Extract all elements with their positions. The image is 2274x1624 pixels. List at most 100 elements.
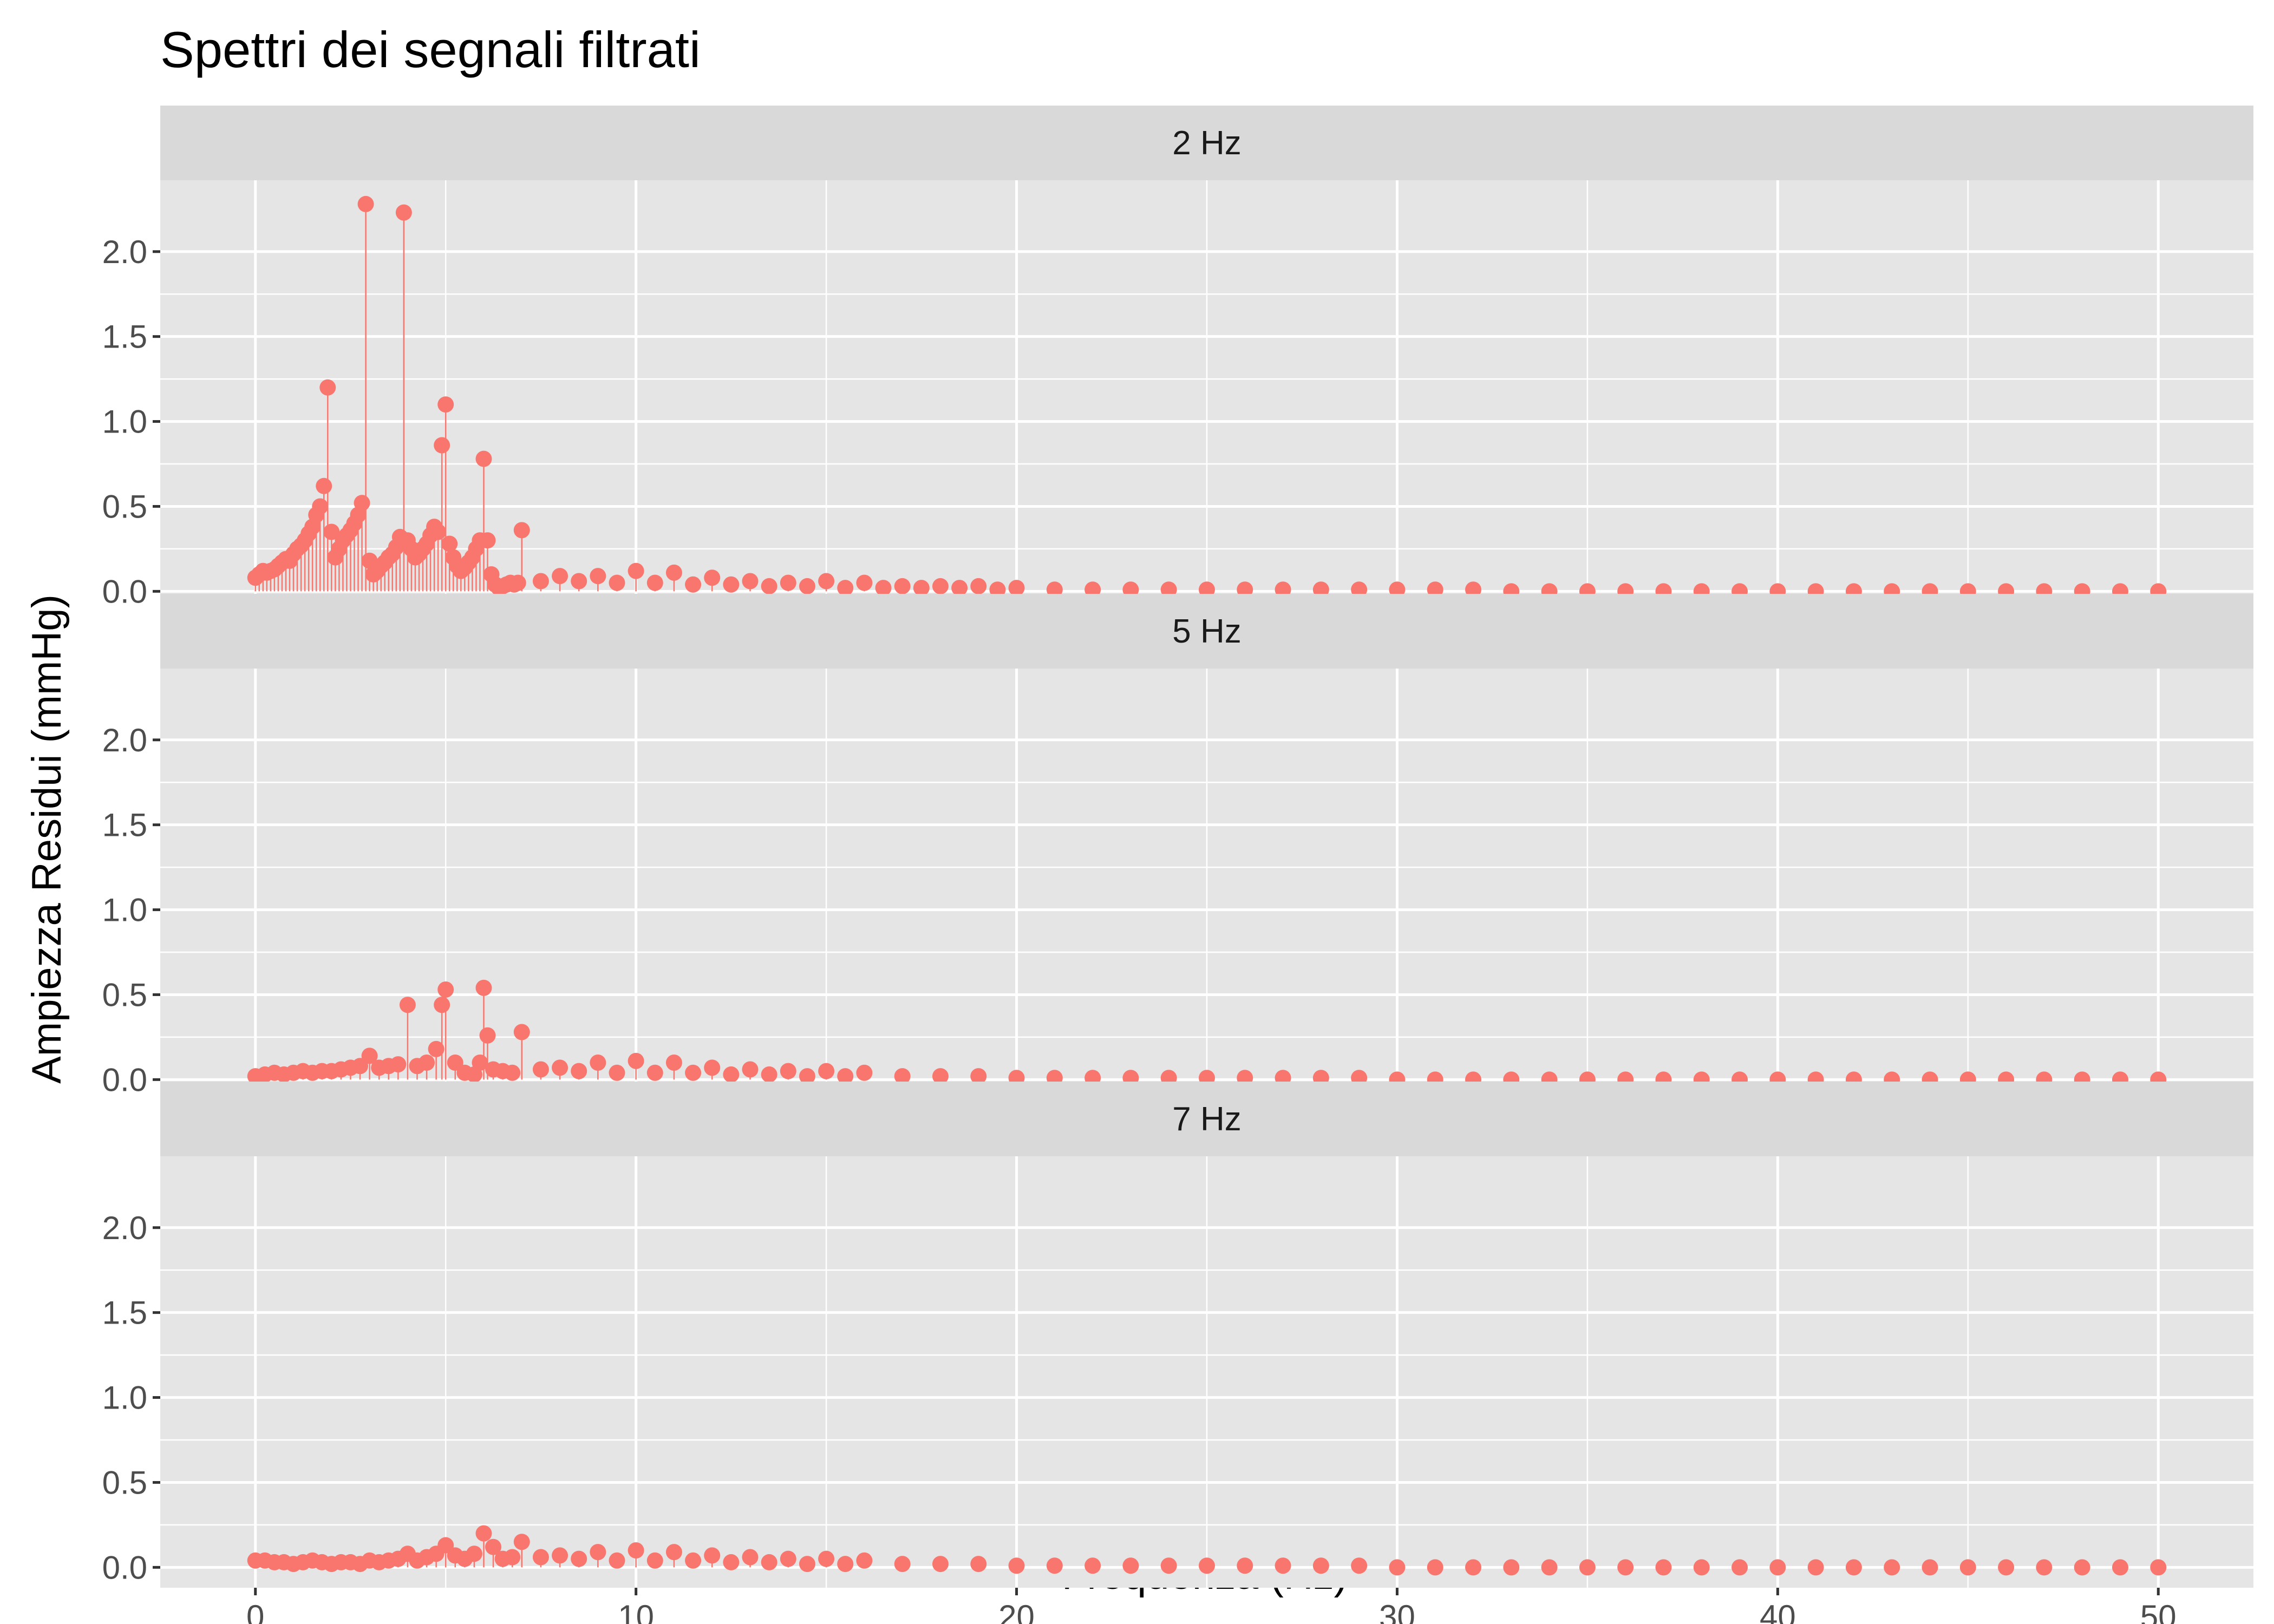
y-tick-label: 0.0 — [102, 1062, 147, 1098]
data-point — [437, 1537, 454, 1554]
chart-title: Spettri dei segnali filtrati — [160, 21, 701, 78]
data-point — [609, 1552, 625, 1569]
data-point — [932, 1556, 949, 1573]
data-point — [590, 568, 606, 585]
data-point — [799, 1556, 815, 1573]
data-point — [1693, 1559, 1710, 1576]
data-point — [1389, 581, 1406, 598]
data-point — [1008, 580, 1025, 597]
facet-strip — [160, 106, 2253, 180]
data-point — [361, 1047, 378, 1064]
data-point — [818, 1063, 835, 1079]
data-point — [395, 204, 412, 221]
data-point — [646, 1064, 663, 1081]
facet-strip-label: 5 Hz — [1172, 613, 1241, 650]
y-tick-label: 2.0 — [102, 722, 147, 758]
data-point — [761, 578, 777, 594]
data-point — [1312, 1557, 1329, 1574]
data-point — [447, 1054, 463, 1071]
data-point — [932, 578, 949, 594]
data-point — [1237, 1557, 1253, 1574]
data-point — [419, 1054, 435, 1071]
data-point — [590, 1054, 606, 1071]
data-point — [2074, 1559, 2090, 1576]
data-point — [319, 379, 336, 396]
x-tick-label: 30 — [1379, 1599, 1415, 1624]
data-point — [552, 1547, 568, 1564]
facet-panel: 7 Hz 0.0 0.5 1.0 1.5 2.0 0 10 20 30 40 50 — [102, 1082, 2253, 1624]
data-point — [1845, 1559, 1862, 1576]
data-point — [434, 437, 450, 454]
y-tick-label: 0.0 — [102, 573, 147, 610]
data-point — [1465, 1559, 1482, 1576]
x-tick-label: 40 — [1760, 1599, 1796, 1624]
data-point — [352, 1058, 369, 1075]
data-point — [685, 1064, 702, 1081]
data-point — [504, 1549, 521, 1566]
data-point — [1922, 1559, 1938, 1576]
y-tick-label: 0.5 — [102, 488, 147, 525]
data-point — [1008, 1557, 1025, 1574]
data-point — [1351, 581, 1368, 598]
data-point — [1465, 581, 1482, 598]
data-point — [357, 195, 374, 212]
data-point — [1199, 581, 1215, 598]
data-point — [354, 495, 370, 512]
data-point — [504, 1064, 521, 1081]
y-tick-label: 1.5 — [102, 807, 147, 843]
data-point — [1959, 1559, 1976, 1576]
data-point — [704, 569, 721, 586]
y-tick-label: 1.0 — [102, 1380, 147, 1416]
data-point — [1541, 1559, 1558, 1576]
y-tick-label: 1.0 — [102, 892, 147, 928]
data-point — [665, 1544, 682, 1561]
y-tick-label: 1.5 — [102, 319, 147, 355]
data-point — [875, 580, 892, 597]
data-point — [932, 1068, 949, 1085]
data-point — [1122, 1557, 1139, 1574]
data-point — [316, 477, 332, 494]
data-point — [1160, 1557, 1177, 1574]
data-point — [780, 1550, 796, 1567]
data-point — [685, 576, 702, 593]
data-point — [532, 1549, 549, 1566]
data-point — [1807, 1559, 1824, 1576]
data-point — [475, 1525, 492, 1542]
facet-strip-label: 7 Hz — [1172, 1101, 1241, 1138]
data-point — [970, 1556, 987, 1573]
data-point — [837, 1068, 854, 1085]
data-point — [437, 396, 454, 413]
data-point — [428, 1040, 445, 1057]
data-point — [472, 1054, 488, 1071]
x-tick-label: 10 — [618, 1599, 654, 1624]
data-point — [799, 578, 815, 594]
data-point — [723, 576, 740, 593]
data-point — [441, 535, 458, 552]
data-point — [590, 1544, 606, 1561]
data-point — [509, 574, 526, 591]
data-point — [513, 522, 530, 539]
y-tick-label: 2.0 — [102, 234, 147, 270]
data-point — [1655, 1559, 1672, 1576]
data-point — [894, 1068, 911, 1085]
data-point — [609, 574, 625, 591]
data-point — [552, 568, 568, 585]
data-point — [646, 1552, 663, 1569]
data-point — [1084, 581, 1101, 598]
data-point — [1427, 1559, 1443, 1576]
data-point — [552, 1059, 568, 1076]
facet-strip-label: 2 Hz — [1172, 125, 1241, 162]
data-point — [894, 578, 911, 594]
data-point — [1389, 1559, 1406, 1576]
data-point — [837, 1556, 854, 1573]
data-point — [628, 1052, 644, 1069]
data-point — [532, 1061, 549, 1078]
data-point — [628, 1542, 644, 1558]
data-point — [704, 1059, 721, 1076]
facet-strip — [160, 594, 2253, 669]
data-point — [513, 1024, 530, 1040]
data-point — [761, 1066, 777, 1083]
data-point — [818, 573, 835, 590]
